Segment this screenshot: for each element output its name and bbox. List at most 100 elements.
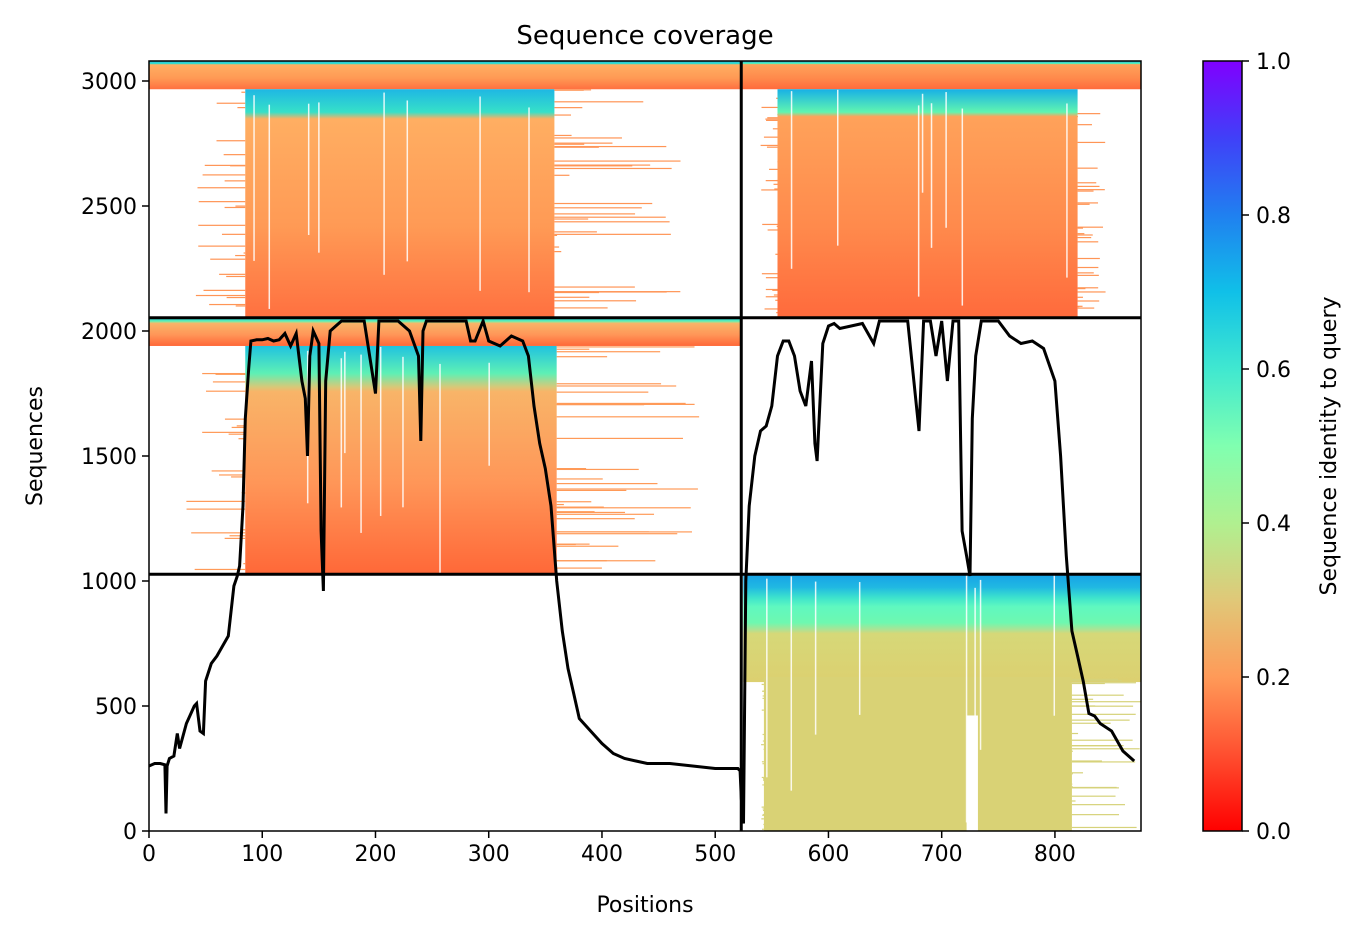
alignment-fragment (763, 778, 764, 780)
colorbar-tick-label: 0.8 (1256, 204, 1291, 229)
alignment-fragment (762, 223, 778, 226)
alignment-fragment (194, 568, 246, 571)
alignment-fragment (235, 254, 246, 257)
alignment-fragment (1071, 814, 1120, 816)
alignment-fragment (198, 245, 246, 247)
alignment-fragment (1077, 203, 1090, 205)
alignment-fragment (554, 216, 666, 218)
alignment-fragment (556, 543, 576, 546)
alignment-fragment (761, 189, 778, 191)
x-axis: 0 100 200 300 400 500 600 700 800 (142, 831, 1076, 867)
alignment-fragment (556, 567, 602, 569)
alignment-block (149, 61, 742, 318)
alignment-fragment (556, 503, 564, 506)
alignment-fragment (556, 489, 627, 492)
alignment-fragment (236, 425, 246, 427)
alignment-fragment (762, 695, 764, 697)
alignment-fragment (1071, 678, 1118, 680)
alignment-fragment (556, 356, 608, 358)
alignment-fragment (1077, 226, 1104, 228)
alignment-fragment (554, 218, 589, 220)
alignment-fragment (776, 312, 778, 314)
alignment-fragment (241, 91, 246, 93)
gap-column (344, 351, 346, 454)
alignment-fragment (762, 697, 764, 700)
alignment-fragment (198, 224, 246, 226)
alignment-fragment (766, 119, 778, 121)
alignment-fragment (554, 167, 672, 170)
alignment-fragment (554, 165, 633, 167)
alignment-fragment (238, 438, 246, 440)
alignment-fragment (1077, 141, 1106, 144)
alignment-fragment (1071, 800, 1076, 802)
y-tick-label: 0 (123, 820, 137, 845)
alignment-fragment (554, 202, 653, 205)
alignment-fragment (1077, 233, 1085, 235)
alignment-block (743, 574, 1141, 831)
alignment-fragment (202, 431, 246, 433)
alignment-fragment (226, 296, 246, 299)
alignment-fragment (1077, 266, 1099, 269)
alignment-fragment (556, 501, 592, 503)
alignment-fragment (554, 300, 637, 302)
gap-column (340, 358, 343, 508)
alignment-fragment (224, 206, 246, 209)
alignment-fragment (1071, 826, 1137, 829)
alignment-fragment (1071, 804, 1125, 806)
alignment-fragment (1071, 698, 1094, 700)
x-tick-label: 700 (921, 842, 963, 867)
alignment-fragment (216, 102, 246, 104)
alignment-fragment (763, 823, 764, 826)
x-axis-label: Positions (596, 893, 693, 918)
alignment-fragment (776, 225, 778, 227)
alignment-fragment (762, 828, 764, 830)
alignment-fragment (204, 164, 246, 166)
alignment-fragment (1077, 287, 1099, 289)
alignment-block (149, 317, 742, 585)
alignment-fragment (554, 107, 583, 109)
gap-column (406, 100, 409, 262)
alignment-fragment (762, 763, 764, 765)
alignment-fragment (231, 426, 246, 429)
alignment-fragment (1077, 227, 1084, 229)
alignment-fragment (769, 168, 778, 170)
alignment-fragment (243, 252, 246, 254)
alignment-fragment (554, 160, 681, 162)
alignment-fragment (202, 372, 246, 375)
alignment-fragment (554, 213, 636, 215)
alignment-fragment (1071, 682, 1105, 685)
alignment-fragment (554, 145, 667, 148)
gap-column (965, 574, 968, 823)
alignment-fragment (219, 474, 246, 476)
alignment-fragment (1071, 750, 1073, 752)
alignment-fragment (243, 563, 246, 565)
alignment-fragment (1071, 785, 1073, 788)
alignment-fragment (228, 433, 246, 435)
alignment-fragment (556, 511, 626, 514)
gap-column (402, 356, 404, 508)
alignment-fragment (767, 229, 778, 231)
alignment-fragment (762, 733, 764, 736)
alignment-fragment (215, 373, 246, 375)
x-tick-label: 600 (807, 842, 849, 867)
alignment-fragment (765, 277, 778, 279)
alignment-fragment (554, 164, 651, 166)
alignment-fragment (762, 779, 764, 781)
colorbar-tick-label: 0.2 (1256, 666, 1291, 691)
gap-column (379, 346, 382, 516)
alignment-fragment (765, 118, 778, 120)
alignment-fragment (1077, 291, 1106, 293)
alignment-fragment (554, 146, 599, 148)
alignment-fragment (195, 294, 246, 297)
gap-column (966, 715, 978, 831)
identity-band (741, 61, 1141, 90)
identity-band (777, 89, 1078, 318)
alignment-fragment (554, 207, 642, 209)
x-tick-label: 200 (354, 842, 396, 867)
alignment-fragment (773, 183, 778, 185)
alignment-fragment (1077, 241, 1099, 243)
alignment-fragment (556, 545, 619, 547)
alignment-block (741, 61, 1141, 318)
alignment-fragment (767, 117, 778, 119)
